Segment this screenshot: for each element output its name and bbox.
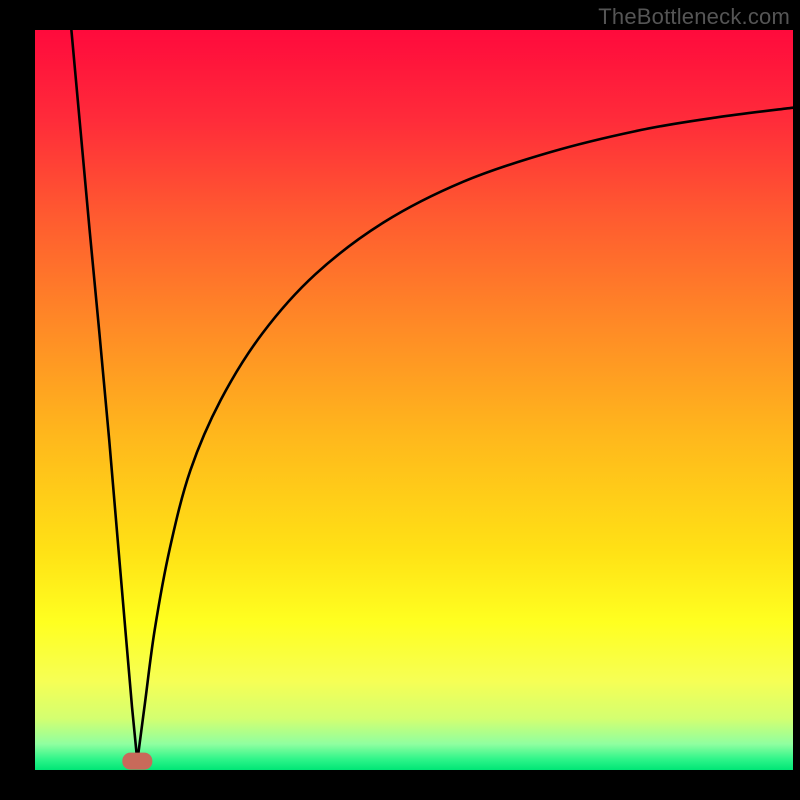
optimal-point-marker [122, 753, 152, 770]
bottleneck-chart [0, 0, 800, 800]
chart-container: TheBottleneck.com [0, 0, 800, 800]
watermark-text: TheBottleneck.com [598, 4, 790, 30]
chart-background [35, 30, 793, 770]
